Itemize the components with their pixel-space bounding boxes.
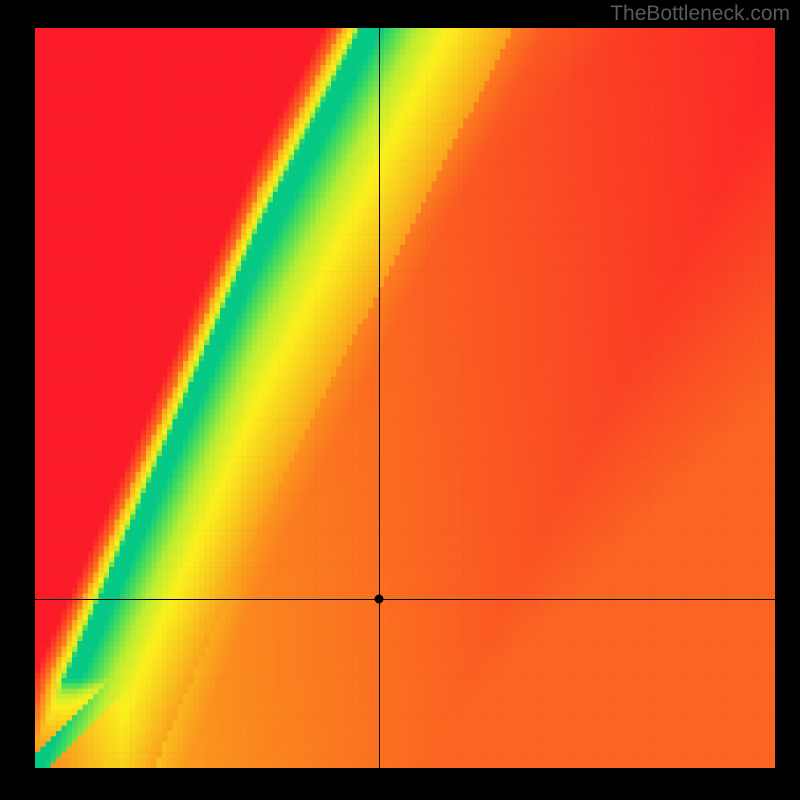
selected-point-marker [375, 595, 384, 604]
watermark-text: TheBottleneck.com [610, 2, 790, 26]
crosshair-horizontal [35, 599, 775, 600]
crosshair-vertical [379, 28, 380, 768]
chart-container: TheBottleneck.com [0, 0, 800, 800]
plot-area [35, 28, 775, 768]
heatmap-canvas [35, 28, 775, 768]
